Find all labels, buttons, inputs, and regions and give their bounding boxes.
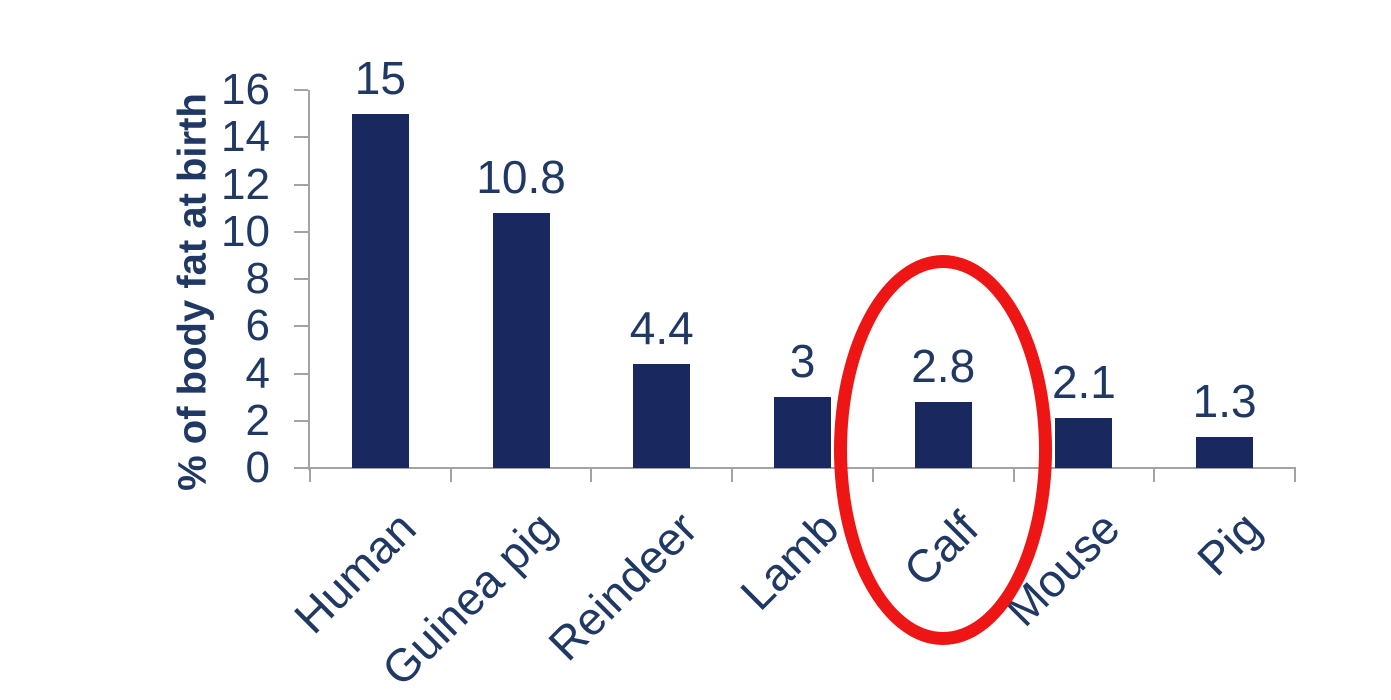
bar-value-label: 2.1 [1051, 356, 1116, 409]
y-tick-label: 4 [245, 348, 270, 398]
y-tick-label: 6 [245, 301, 270, 351]
y-tick-label: 8 [245, 254, 270, 303]
bar-value-label: 15 [354, 51, 406, 104]
bar [492, 212, 550, 468]
y-tick-label: 12 [221, 159, 270, 209]
y-tick [294, 467, 308, 469]
y-tick [294, 372, 308, 375]
y-tick-label: 16 [221, 65, 270, 114]
y-tick-label: 10 [221, 206, 270, 256]
bar [1196, 437, 1254, 468]
x-tick [309, 468, 311, 482]
x-tick [449, 468, 452, 482]
x-axis-line [308, 467, 1296, 469]
bar-value-label: 4.4 [629, 302, 694, 355]
y-tick-label: 2 [245, 395, 270, 445]
y-tick-label: 14 [221, 112, 270, 162]
category-label: Lamb [729, 501, 848, 620]
bar [774, 397, 831, 468]
category-label: Human [284, 501, 426, 644]
y-tick [294, 136, 308, 139]
bar [351, 113, 409, 468]
y-axis-line [308, 90, 310, 470]
y-tick [294, 419, 308, 422]
bar-value-label: 10.8 [476, 150, 566, 203]
x-tick [1294, 468, 1296, 482]
category-label: Reindeer [538, 501, 707, 671]
highlight-ellipse [834, 255, 1053, 645]
bar [633, 364, 691, 468]
category-label: Pig [1186, 501, 1271, 586]
bar-value-label: 1.3 [1192, 375, 1257, 428]
y-tick [294, 89, 308, 91]
y-tick [294, 278, 308, 280]
y-tick [294, 183, 308, 186]
x-tick [1153, 468, 1156, 482]
y-tick [294, 230, 308, 233]
bar-value-label: 3 [789, 335, 816, 388]
bar [1055, 418, 1113, 468]
y-tick [294, 325, 308, 328]
x-tick [590, 468, 593, 482]
y-tick-label: 0 [245, 443, 270, 492]
x-tick [731, 468, 734, 482]
